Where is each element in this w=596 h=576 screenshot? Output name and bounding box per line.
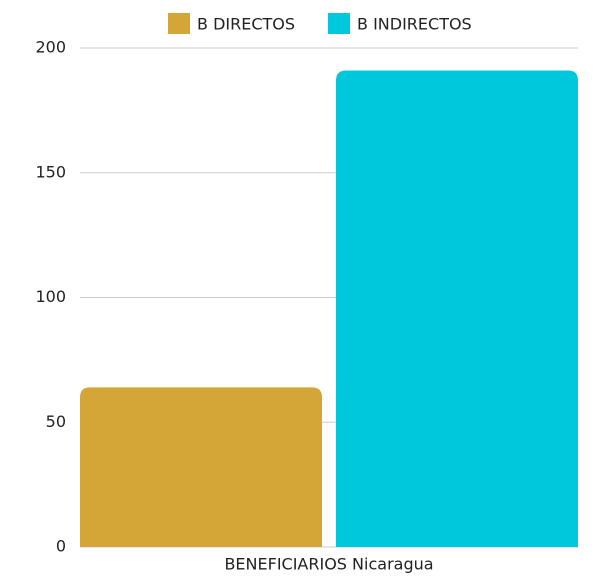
legend-label: B INDIRECTOS [357,15,472,34]
y-tick-label: 200 [35,38,66,57]
bar [336,70,578,547]
y-tick-label: 0 [56,537,66,556]
legend-swatch [168,13,190,34]
legend-swatch [328,13,350,34]
bar [80,387,322,547]
y-tick-label: 150 [35,162,66,181]
legend-label: B DIRECTOS [197,15,295,34]
y-tick-label: 50 [46,412,66,431]
y-tick-label: 100 [35,287,66,306]
x-tick-label: BENEFICIARIOS Nicaragua [224,555,433,574]
